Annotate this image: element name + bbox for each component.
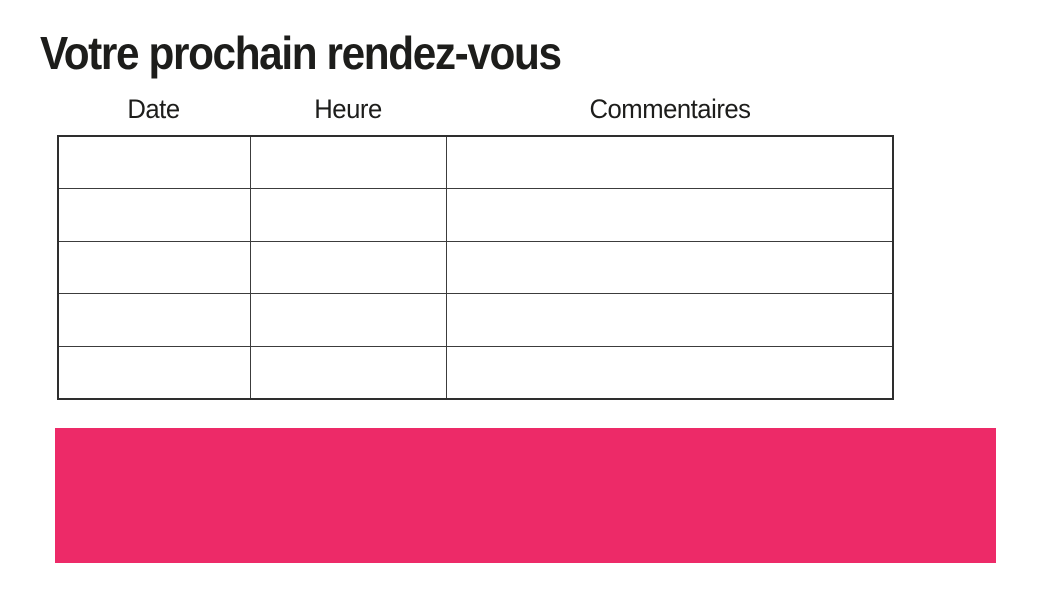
- column-header-commentaires: Commentaires: [589, 94, 751, 124]
- table-header-row: Date Heure Commentaires: [57, 92, 894, 126]
- table-cell: [57, 345, 252, 399]
- table-cell: [57, 188, 252, 242]
- table-cell: [250, 345, 447, 399]
- appointments-table-body: [57, 135, 894, 399]
- table-cell: [250, 188, 447, 242]
- table-cell: [250, 240, 447, 294]
- table-cell: [445, 188, 894, 242]
- table-cell: [57, 135, 252, 189]
- table-cell: [250, 135, 447, 189]
- table-row: [57, 240, 894, 294]
- column-header-date: Date: [127, 94, 180, 124]
- table-cell: [57, 293, 252, 347]
- table-cell: [445, 240, 894, 294]
- accent-banner: [55, 428, 996, 563]
- table-cell: [250, 293, 447, 347]
- page-title: Votre prochain rendez-vous: [40, 27, 562, 79]
- table-cell: [445, 345, 894, 399]
- table-row: [57, 188, 894, 242]
- table-cell: [57, 240, 252, 294]
- appointments-table: [57, 135, 894, 400]
- table-cell: [445, 293, 894, 347]
- table-row: [57, 293, 894, 347]
- column-header-heure: Heure: [314, 94, 382, 124]
- table-cell: [445, 135, 894, 189]
- table-row: [57, 345, 894, 399]
- table-row: [57, 135, 894, 189]
